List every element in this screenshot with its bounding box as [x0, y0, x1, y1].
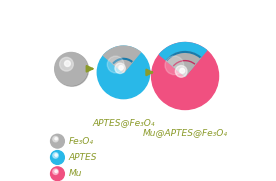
Circle shape: [55, 170, 57, 173]
Wedge shape: [173, 61, 195, 76]
Circle shape: [51, 134, 64, 148]
Text: Mu: Mu: [69, 169, 82, 178]
Wedge shape: [167, 52, 201, 76]
Circle shape: [53, 153, 58, 158]
Circle shape: [65, 61, 70, 66]
Circle shape: [53, 136, 58, 142]
Circle shape: [51, 151, 64, 164]
Text: Fe₃O₄: Fe₃O₄: [69, 137, 94, 146]
Circle shape: [115, 63, 125, 73]
Circle shape: [97, 46, 150, 99]
Circle shape: [51, 167, 64, 181]
Circle shape: [55, 138, 57, 140]
Circle shape: [119, 66, 123, 70]
Circle shape: [60, 57, 73, 71]
Text: APTES@Fe₃O₄: APTES@Fe₃O₄: [92, 119, 155, 128]
Text: Mu@APTES@Fe₃O₄: Mu@APTES@Fe₃O₄: [143, 128, 227, 137]
Wedge shape: [104, 46, 140, 72]
Circle shape: [53, 169, 58, 174]
Circle shape: [152, 43, 219, 110]
Circle shape: [55, 154, 57, 156]
Wedge shape: [160, 43, 206, 76]
Circle shape: [107, 56, 124, 73]
Circle shape: [55, 52, 87, 85]
Circle shape: [55, 53, 89, 86]
Circle shape: [175, 66, 187, 77]
Circle shape: [165, 56, 184, 75]
Circle shape: [180, 68, 185, 73]
Text: APTES: APTES: [69, 153, 97, 162]
Wedge shape: [113, 59, 132, 72]
